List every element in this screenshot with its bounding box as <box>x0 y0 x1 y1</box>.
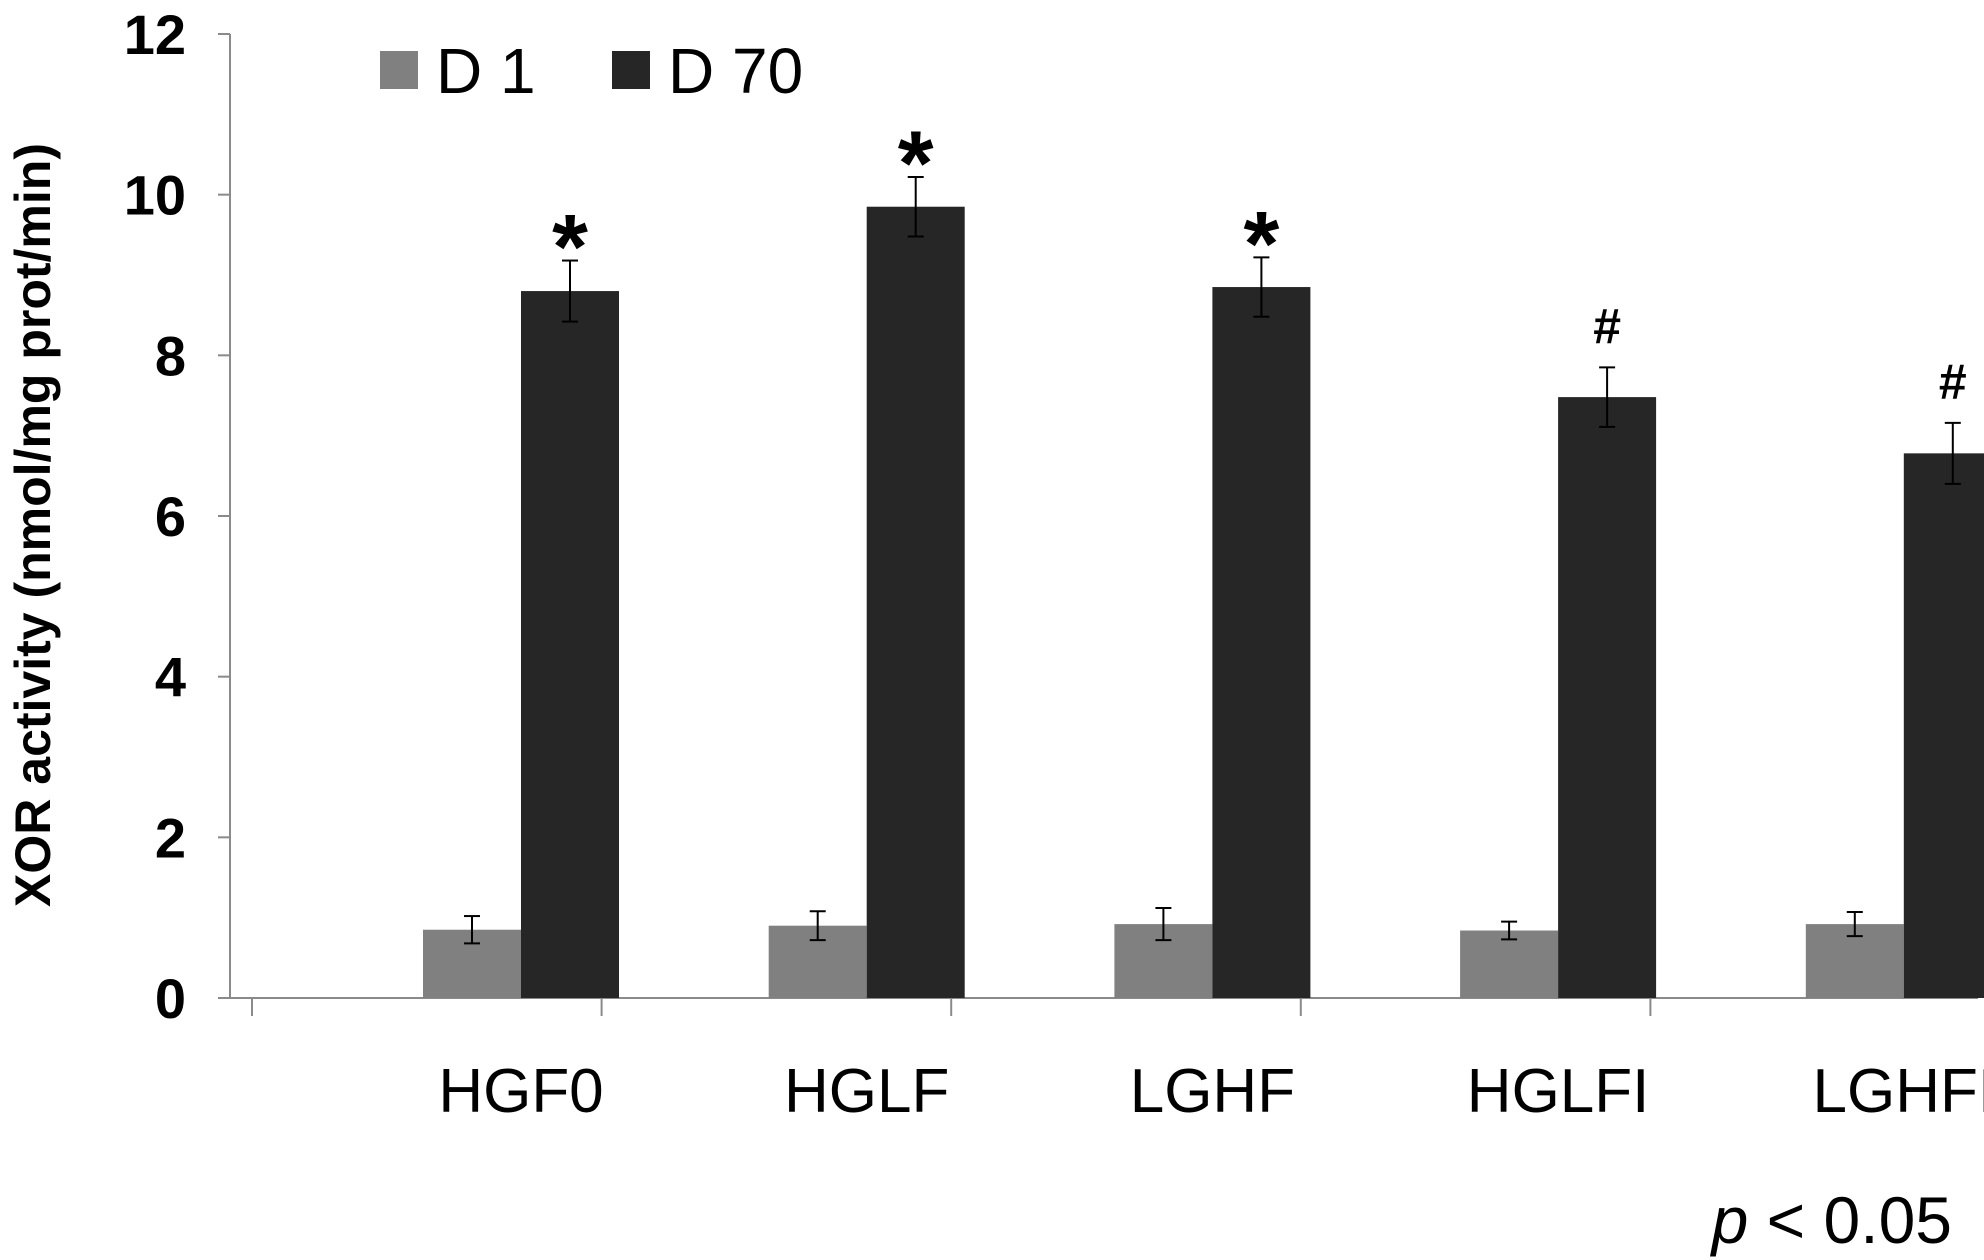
significance-star: * <box>552 197 588 299</box>
p-symbol: p <box>1710 1183 1749 1257</box>
bar-d70 <box>866 206 965 998</box>
annotations-group: * * * # # <box>552 113 1967 410</box>
significance-hash: # <box>1593 298 1621 354</box>
legend-swatch-d1 <box>380 51 418 89</box>
x-category-label: HGF0 <box>438 1057 603 1126</box>
p-threshold: < 0.05 <box>1748 1183 1952 1257</box>
y-tick-label: 12 <box>124 3 186 66</box>
x-category-label: LGHFI <box>1813 1057 1984 1126</box>
y-tick-label: 0 <box>155 967 186 1030</box>
legend-label-d70: D 70 <box>668 35 803 107</box>
x-category-label: LGHF <box>1130 1057 1295 1126</box>
y-tick-label: 8 <box>155 324 186 387</box>
y-tick-label: 2 <box>155 806 186 869</box>
bar-d1 <box>1460 930 1559 998</box>
bar-d70 <box>1558 397 1657 998</box>
significance-star: * <box>1243 193 1279 295</box>
x-category-label: HGLF <box>784 1057 949 1126</box>
y-tick-label: 10 <box>124 164 186 227</box>
x-category-label: HGLFI <box>1467 1057 1650 1126</box>
significance-hash: # <box>1939 354 1967 410</box>
bar-d70 <box>1212 287 1311 998</box>
y-axis-label: XOR activity (nmol/mg prot/min) <box>5 143 61 907</box>
legend-swatch-d70 <box>612 51 650 89</box>
legend: D 1 D 70 <box>380 35 803 107</box>
legend-label-d1: D 1 <box>436 35 536 107</box>
significance-star: * <box>898 113 934 215</box>
y-tick-label: 4 <box>155 646 186 709</box>
y-tick-label: 6 <box>155 485 186 548</box>
axes: 0 2 4 6 8 10 12 HGF0 HGLF LGHF HGLFI LGHFI <box>124 3 1984 1126</box>
p-value-footnote: p < 0.05 <box>1710 1183 1952 1257</box>
bar-d70 <box>521 291 619 999</box>
bars-group <box>423 206 1984 999</box>
bar-d70 <box>1903 453 1984 999</box>
error-bars-group <box>464 175 1961 945</box>
